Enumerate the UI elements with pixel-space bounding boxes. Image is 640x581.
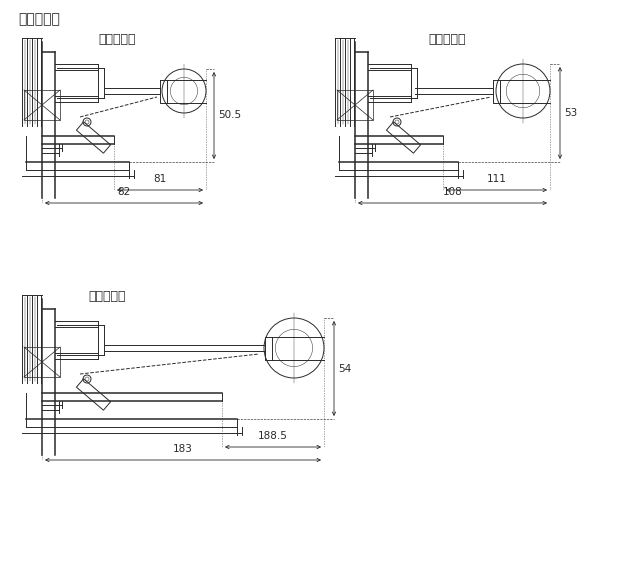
Text: 111: 111 [486,174,506,184]
Text: 108: 108 [443,187,462,197]
Text: 滑車（中）: 滑車（中） [428,33,466,46]
Text: 54: 54 [338,364,351,374]
Text: 滑車（小）: 滑車（小） [99,33,136,46]
Text: 50.5: 50.5 [218,110,241,120]
Text: 188.5: 188.5 [258,431,288,441]
Text: 183: 183 [173,444,193,454]
Text: 82: 82 [117,187,131,197]
Text: 滑車（大）: 滑車（大） [88,290,125,303]
Text: 滑車納まり: 滑車納まり [18,12,60,26]
Text: 53: 53 [564,108,577,118]
Text: 81: 81 [154,174,166,184]
